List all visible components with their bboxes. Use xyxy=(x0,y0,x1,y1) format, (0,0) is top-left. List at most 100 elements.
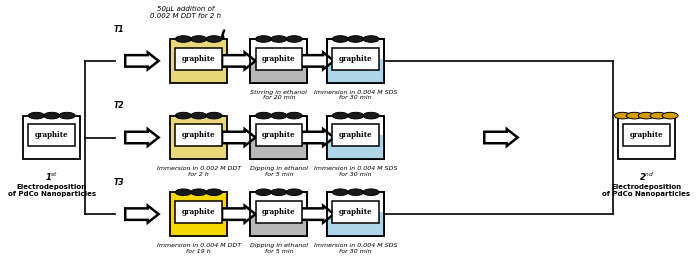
Text: 50µL addition of
0.002 M DDT for 2 h: 50µL addition of 0.002 M DDT for 2 h xyxy=(150,6,221,19)
Circle shape xyxy=(348,189,364,196)
Polygon shape xyxy=(125,53,158,69)
Text: graphite: graphite xyxy=(35,131,68,139)
Circle shape xyxy=(363,112,379,119)
Bar xyxy=(327,212,384,236)
Bar xyxy=(332,48,379,70)
Circle shape xyxy=(191,36,207,42)
Text: graphite: graphite xyxy=(182,208,216,216)
Circle shape xyxy=(175,112,191,119)
Text: T3: T3 xyxy=(113,178,124,187)
Bar xyxy=(327,212,384,236)
Circle shape xyxy=(286,36,302,42)
Circle shape xyxy=(191,189,207,196)
Bar xyxy=(170,192,227,236)
Polygon shape xyxy=(301,53,334,69)
Text: Immersion in 0.002 M DDT
for 2 h: Immersion in 0.002 M DDT for 2 h xyxy=(156,166,241,177)
Circle shape xyxy=(206,36,222,42)
Polygon shape xyxy=(222,53,255,69)
Bar xyxy=(251,39,307,83)
Text: Dipping in ethanol
for 5 min: Dipping in ethanol for 5 min xyxy=(250,243,308,254)
Bar xyxy=(327,192,384,236)
Text: Dipping in ethanol
for 5 min: Dipping in ethanol for 5 min xyxy=(250,166,308,177)
Circle shape xyxy=(255,36,272,42)
Bar xyxy=(251,192,307,236)
Bar xyxy=(327,116,384,160)
Circle shape xyxy=(286,189,302,196)
Circle shape xyxy=(59,112,75,119)
Circle shape xyxy=(614,112,630,119)
Circle shape xyxy=(363,36,379,42)
Circle shape xyxy=(650,112,666,119)
Circle shape xyxy=(332,112,348,119)
Text: T2: T2 xyxy=(113,101,124,110)
Bar xyxy=(327,135,384,160)
Text: graphite: graphite xyxy=(182,131,216,139)
Bar xyxy=(251,39,307,83)
Bar xyxy=(623,124,669,146)
Circle shape xyxy=(191,112,207,119)
Bar xyxy=(251,135,307,160)
Circle shape xyxy=(271,36,287,42)
Polygon shape xyxy=(222,129,255,146)
Circle shape xyxy=(255,189,272,196)
Circle shape xyxy=(271,112,287,119)
Bar xyxy=(327,39,384,83)
Bar xyxy=(170,116,227,160)
Text: Immersion in 0.004 M SDS
for 30 min: Immersion in 0.004 M SDS for 30 min xyxy=(314,90,397,100)
Text: Electrodeposition
of PdCo Nanoparticles: Electrodeposition of PdCo Nanoparticles xyxy=(8,184,96,197)
Bar xyxy=(255,124,302,146)
Circle shape xyxy=(348,112,364,119)
Polygon shape xyxy=(125,206,158,222)
Circle shape xyxy=(626,112,642,119)
Bar xyxy=(251,116,307,160)
Circle shape xyxy=(29,112,45,119)
Text: 2$^{nd}$: 2$^{nd}$ xyxy=(639,170,654,183)
Text: Stirring in ethanol
for 20 min: Stirring in ethanol for 20 min xyxy=(251,90,307,100)
Text: graphite: graphite xyxy=(339,208,373,216)
Text: 1$^{st}$: 1$^{st}$ xyxy=(45,170,59,183)
Bar xyxy=(29,124,75,146)
Text: Electrodeposition
of PdCo Nanoparticles: Electrodeposition of PdCo Nanoparticles xyxy=(602,184,690,197)
Bar xyxy=(332,201,379,223)
Polygon shape xyxy=(301,129,334,146)
Text: graphite: graphite xyxy=(262,131,296,139)
Bar xyxy=(327,59,384,83)
Text: graphite: graphite xyxy=(262,208,296,216)
Text: Immersion in 0.004 M DDT
for 19 h: Immersion in 0.004 M DDT for 19 h xyxy=(156,243,241,254)
Text: graphite: graphite xyxy=(182,55,216,63)
Polygon shape xyxy=(484,129,518,146)
Bar xyxy=(170,39,227,83)
Circle shape xyxy=(332,189,348,196)
Text: graphite: graphite xyxy=(339,131,373,139)
Circle shape xyxy=(332,36,348,42)
Bar xyxy=(251,135,307,160)
Circle shape xyxy=(175,36,191,42)
Text: graphite: graphite xyxy=(339,55,373,63)
Bar xyxy=(327,192,384,236)
Polygon shape xyxy=(301,206,334,222)
Bar xyxy=(251,212,307,236)
Text: Immersion in 0.004 M SDS
for 30 min: Immersion in 0.004 M SDS for 30 min xyxy=(314,166,397,177)
Bar xyxy=(23,116,80,160)
Circle shape xyxy=(662,112,678,119)
Bar xyxy=(251,212,307,236)
Circle shape xyxy=(255,112,272,119)
Bar xyxy=(175,201,222,223)
Bar xyxy=(332,124,379,146)
Bar xyxy=(327,59,384,83)
Circle shape xyxy=(363,189,379,196)
Bar xyxy=(175,124,222,146)
Bar xyxy=(255,48,302,70)
Polygon shape xyxy=(125,129,158,146)
Polygon shape xyxy=(222,206,255,222)
Bar xyxy=(255,201,302,223)
Circle shape xyxy=(638,112,654,119)
Circle shape xyxy=(348,36,364,42)
Bar xyxy=(175,48,222,70)
Bar xyxy=(251,59,307,83)
Bar xyxy=(327,135,384,160)
Text: graphite: graphite xyxy=(630,131,663,139)
Circle shape xyxy=(206,112,222,119)
Text: T1: T1 xyxy=(113,24,124,34)
Bar xyxy=(327,116,384,160)
